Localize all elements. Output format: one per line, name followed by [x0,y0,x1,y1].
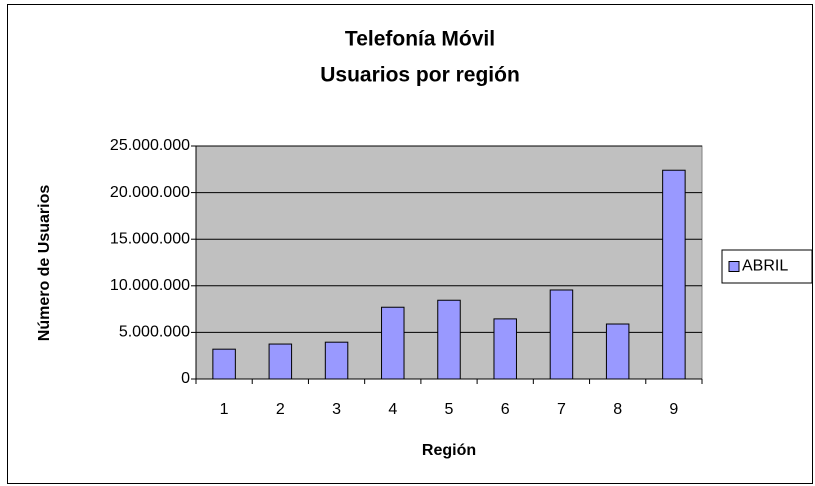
bar [212,348,236,380]
bar [605,323,630,380]
x-tick-label: 1 [220,401,229,418]
chart-title: Telefonía Móvil [345,28,495,51]
legend-label: ABRIL [742,258,788,275]
x-tick-label: 4 [388,401,397,418]
legend-swatch [728,261,740,272]
x-tick-label: 8 [613,401,622,418]
x-tick-label: 3 [332,401,341,418]
x-axis-label: Región [422,442,476,459]
y-tick-label: 5.000.000 [119,324,190,341]
bar [324,341,349,380]
bar [549,289,574,380]
x-tick-label: 5 [445,401,454,418]
y-tick-label: 15.000.000 [110,230,190,247]
bar [493,318,517,380]
y-tick-label: 25.000.000 [110,137,190,154]
bar [381,306,405,380]
y-tick-label: 10.000.000 [110,277,190,294]
bar [662,169,686,380]
y-tick-label: 0 [181,370,190,387]
chart-subtitle: Usuarios por región [320,64,520,87]
x-tick-label: 2 [276,401,285,418]
x-tick-label: 9 [669,401,678,418]
y-tick-label: 20.000.000 [110,184,190,201]
y-axis-label: Número de Usuarios [36,185,53,342]
bar [268,343,293,380]
x-tick-label: 7 [557,401,566,418]
x-tick-label: 6 [501,401,510,418]
bar [437,299,461,380]
